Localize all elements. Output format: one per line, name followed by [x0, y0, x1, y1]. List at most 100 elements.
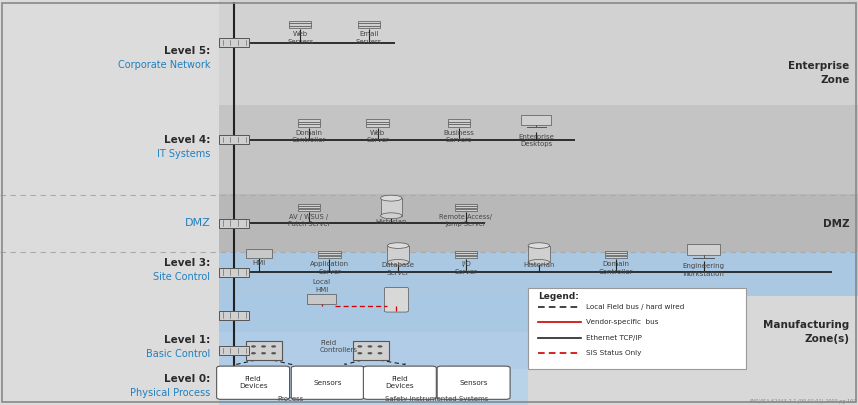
Text: Safety Instrumented Systems: Safety Instrumented Systems: [385, 396, 488, 402]
Text: Web
Server: Web Server: [366, 130, 389, 143]
Bar: [529, 245, 550, 262]
Bar: [298, 204, 320, 206]
Bar: [318, 256, 341, 258]
Ellipse shape: [380, 213, 402, 219]
Bar: [455, 204, 477, 206]
Text: Ethernet TCP/IP: Ethernet TCP/IP: [586, 335, 642, 341]
Text: Historian: Historian: [523, 262, 554, 268]
Bar: [455, 209, 477, 211]
Bar: [219, 332, 528, 369]
Ellipse shape: [380, 195, 402, 201]
Text: DMZ: DMZ: [823, 219, 849, 228]
Bar: [448, 124, 470, 127]
Bar: [289, 21, 311, 23]
Bar: [388, 245, 409, 262]
Bar: [448, 122, 470, 124]
Bar: [289, 26, 311, 28]
Bar: [219, 369, 528, 405]
Text: Historian: Historian: [376, 219, 407, 225]
Text: Application
Server: Application Server: [310, 261, 349, 275]
Ellipse shape: [528, 243, 549, 248]
Bar: [219, 252, 858, 296]
Bar: [289, 23, 311, 26]
Text: Manufacturing
Zone(s): Manufacturing Zone(s): [763, 320, 849, 344]
Text: Web
Servers: Web Servers: [287, 31, 313, 45]
Circle shape: [358, 345, 362, 347]
Bar: [298, 122, 320, 124]
Bar: [219, 105, 858, 194]
Text: Vendor-specific  bus: Vendor-specific bus: [586, 320, 658, 325]
Text: Email
Servers: Email Servers: [356, 31, 382, 45]
Bar: [219, 135, 250, 144]
Bar: [298, 124, 320, 127]
Text: AV / WSUS /
Patch Server: AV / WSUS / Patch Server: [287, 214, 330, 227]
Bar: [219, 0, 858, 105]
Bar: [318, 251, 341, 253]
Bar: [381, 198, 402, 216]
Text: Business
Servers: Business Servers: [444, 130, 474, 143]
Circle shape: [271, 352, 276, 354]
Bar: [219, 194, 858, 252]
FancyBboxPatch shape: [216, 366, 290, 399]
Text: Field
Controllers: Field Controllers: [320, 340, 358, 353]
Text: Sensors: Sensors: [459, 380, 488, 386]
Ellipse shape: [387, 260, 409, 265]
Bar: [219, 311, 250, 320]
Bar: [219, 219, 250, 228]
Bar: [455, 256, 477, 258]
Bar: [605, 256, 627, 258]
Circle shape: [367, 352, 372, 354]
Text: DMZ: DMZ: [184, 218, 210, 228]
Bar: [528, 288, 746, 369]
Circle shape: [251, 352, 256, 354]
Text: Engineering
Workstation: Engineering Workstation: [683, 263, 724, 277]
Bar: [246, 249, 272, 258]
FancyBboxPatch shape: [364, 366, 437, 399]
Text: Corporate Network: Corporate Network: [118, 60, 210, 70]
Bar: [687, 244, 720, 255]
Text: Domain
Controller: Domain Controller: [292, 130, 326, 143]
FancyBboxPatch shape: [438, 366, 510, 399]
Text: Remote Access/
Jump Server: Remote Access/ Jump Server: [439, 214, 492, 227]
Bar: [366, 119, 389, 122]
Bar: [353, 341, 389, 360]
Circle shape: [378, 352, 383, 354]
Bar: [366, 124, 389, 127]
Text: Legend:: Legend:: [538, 292, 579, 301]
Text: Level 0:: Level 0:: [164, 374, 210, 384]
Bar: [219, 346, 250, 355]
Bar: [366, 122, 389, 124]
Text: Domain
Controller: Domain Controller: [599, 261, 633, 275]
Bar: [448, 119, 470, 122]
Text: Database
Server: Database Server: [382, 262, 414, 275]
Bar: [246, 341, 282, 360]
FancyBboxPatch shape: [291, 366, 364, 399]
Text: I/O
Server: I/O Server: [455, 261, 477, 275]
Bar: [521, 115, 552, 124]
Circle shape: [358, 352, 362, 354]
Text: Field
Devices: Field Devices: [239, 376, 268, 390]
Bar: [0, 0, 219, 405]
Text: IT Systems: IT Systems: [157, 149, 210, 159]
Text: ANSI/ISA-62443-2-1 (99.02.01)-2009 pg 102: ANSI/ISA-62443-2-1 (99.02.01)-2009 pg 10…: [748, 399, 856, 404]
Bar: [219, 296, 528, 332]
Text: Level 5:: Level 5:: [164, 46, 210, 55]
Bar: [219, 296, 528, 405]
Ellipse shape: [528, 260, 549, 265]
Text: Process: Process: [277, 396, 304, 402]
Text: Field
Devices: Field Devices: [385, 376, 414, 390]
Circle shape: [251, 345, 256, 347]
Bar: [219, 268, 250, 277]
Bar: [605, 251, 627, 253]
Bar: [298, 206, 320, 209]
Bar: [358, 26, 380, 28]
Text: HMI: HMI: [252, 260, 266, 266]
Bar: [318, 253, 341, 256]
Bar: [605, 253, 627, 256]
Bar: [455, 206, 477, 209]
Circle shape: [271, 345, 276, 347]
Bar: [298, 209, 320, 211]
Bar: [455, 251, 477, 253]
Bar: [455, 253, 477, 256]
Text: Basic Control: Basic Control: [146, 350, 210, 359]
